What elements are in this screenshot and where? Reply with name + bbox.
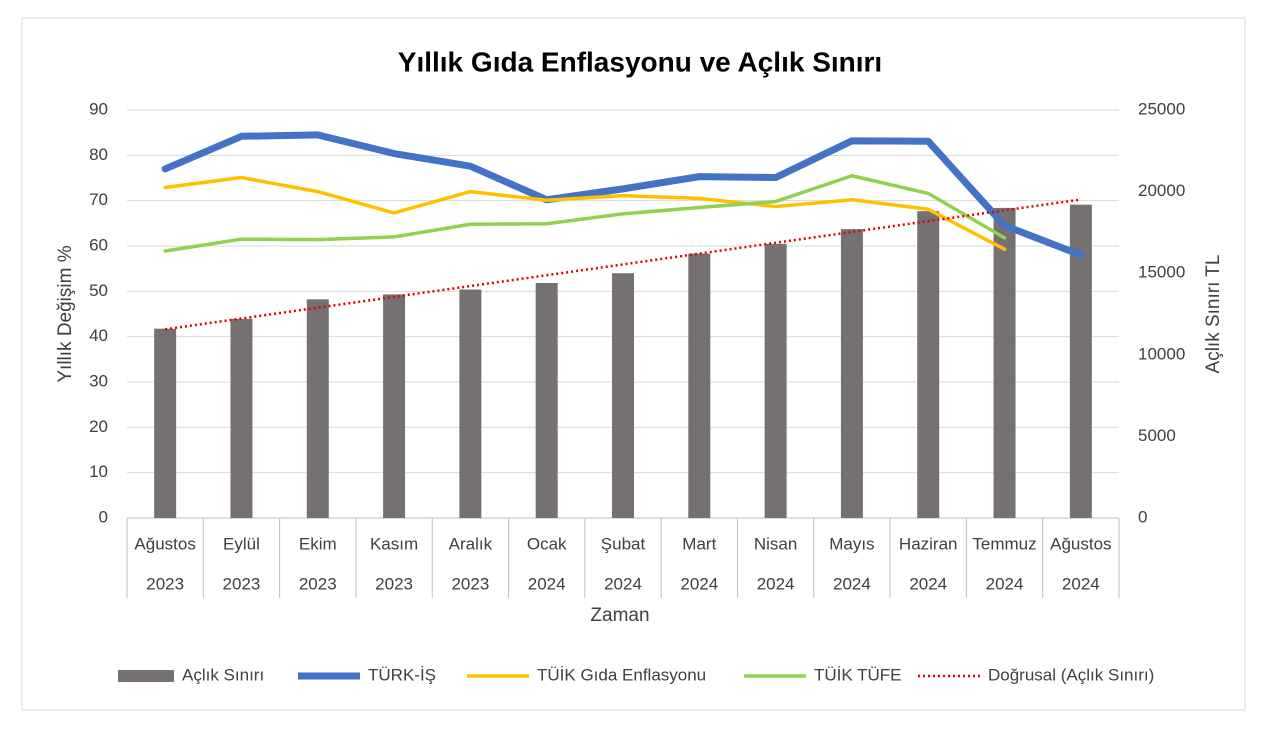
y-tick-label: 80 (89, 145, 108, 164)
x-tick-label: Eylül (223, 534, 260, 553)
x-tick-label: 2024 (680, 574, 718, 593)
y2-tick-label: 15000 (1138, 263, 1185, 282)
legend-label: TÜİK TÜFE (814, 665, 902, 684)
x-axis-label: Zaman (590, 605, 649, 626)
x-tick-label: 2023 (299, 574, 337, 593)
x-tick-label: 2024 (833, 574, 871, 593)
legend-label: TÜRK-İŞ (368, 665, 436, 684)
bar (612, 273, 634, 518)
y2-tick-label: 20000 (1138, 181, 1185, 200)
bar (383, 294, 406, 518)
legend-swatch (118, 670, 174, 682)
y2-tick-label: 25000 (1138, 99, 1185, 118)
trendline (164, 198, 1082, 331)
y-tick-label: 50 (89, 281, 108, 300)
x-tick-label: Kasım (370, 534, 418, 553)
x-tick-label: Şubat (601, 534, 646, 553)
y-tick-label: 70 (89, 190, 108, 209)
x-tick-label: 2024 (986, 574, 1024, 593)
x-tick-label: 2023 (223, 574, 261, 593)
x-tick-label: Haziran (899, 534, 958, 553)
y2-axis-label: Açlık Sınırı TL (1203, 255, 1224, 374)
bar (1069, 204, 1092, 518)
legend-label: Doğrusal (Açlık Sınırı) (988, 665, 1154, 684)
chart-title: Yıllık Gıda Enflasyonu ve Açlık Sınırı (398, 46, 882, 77)
bar (917, 211, 940, 518)
x-tick-label: 2024 (757, 574, 795, 593)
y2-tick-label: 0 (1138, 507, 1147, 526)
y-tick-label: 10 (89, 462, 108, 481)
y2-tick-label: 5000 (1138, 426, 1176, 445)
line-series (163, 175, 1007, 251)
line-series (161, 131, 1085, 259)
bar (688, 253, 711, 518)
line-series (163, 173, 1007, 253)
bar (840, 229, 863, 519)
x-tick-label: 2024 (528, 574, 566, 593)
x-tick-label: Aralık (449, 534, 493, 553)
x-tick-label: Ekim (299, 534, 337, 553)
bar (993, 207, 1016, 519)
x-tick-label: 2024 (604, 574, 642, 593)
y-tick-label: 90 (89, 99, 108, 118)
x-tick-label: Ağustos (1050, 534, 1111, 553)
x-tick-label: Mart (682, 534, 716, 553)
bar (459, 289, 482, 518)
y-tick-label: 30 (89, 371, 108, 390)
y-tick-label: 20 (89, 417, 108, 436)
x-tick-label: Nisan (754, 534, 797, 553)
legend-label: TÜİK Gıda Enflasyonu (537, 665, 706, 684)
y-axis-label: Yıllık Değişim % (55, 245, 76, 382)
y-tick-label: 0 (99, 507, 108, 526)
bar (230, 318, 253, 518)
bar (154, 328, 177, 518)
y-tick-label: 60 (89, 235, 108, 254)
x-tick-label: 2023 (146, 574, 184, 593)
y2-tick-label: 10000 (1138, 344, 1185, 363)
x-tick-label: Ağustos (134, 534, 195, 553)
y-tick-label: 40 (89, 326, 108, 345)
x-tick-label: 2024 (909, 574, 947, 593)
x-tick-label: 2024 (1062, 574, 1100, 593)
x-tick-label: 2023 (451, 574, 489, 593)
x-tick-label: Ocak (527, 534, 567, 553)
x-tick-label: 2023 (375, 574, 413, 593)
bar (535, 282, 558, 518)
bar (764, 243, 787, 518)
x-tick-label: Mayıs (829, 534, 874, 553)
x-tick-label: Temmuz (972, 534, 1036, 553)
bar (306, 299, 329, 518)
legend-label: Açlık Sınırı (182, 665, 264, 684)
